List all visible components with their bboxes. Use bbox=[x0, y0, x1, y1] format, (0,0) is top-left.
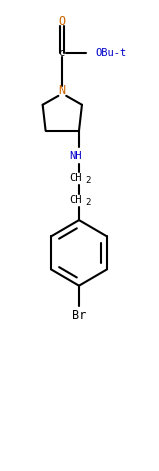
Text: NH: NH bbox=[69, 152, 81, 162]
Text: 2: 2 bbox=[85, 198, 90, 207]
Text: 2: 2 bbox=[85, 176, 90, 185]
Text: OBu-t: OBu-t bbox=[96, 48, 127, 58]
Text: c: c bbox=[59, 48, 66, 58]
Text: CH: CH bbox=[69, 173, 81, 183]
Text: Br: Br bbox=[72, 309, 86, 322]
Text: CH: CH bbox=[69, 195, 81, 205]
Text: O: O bbox=[59, 15, 66, 28]
Text: N: N bbox=[59, 84, 66, 97]
